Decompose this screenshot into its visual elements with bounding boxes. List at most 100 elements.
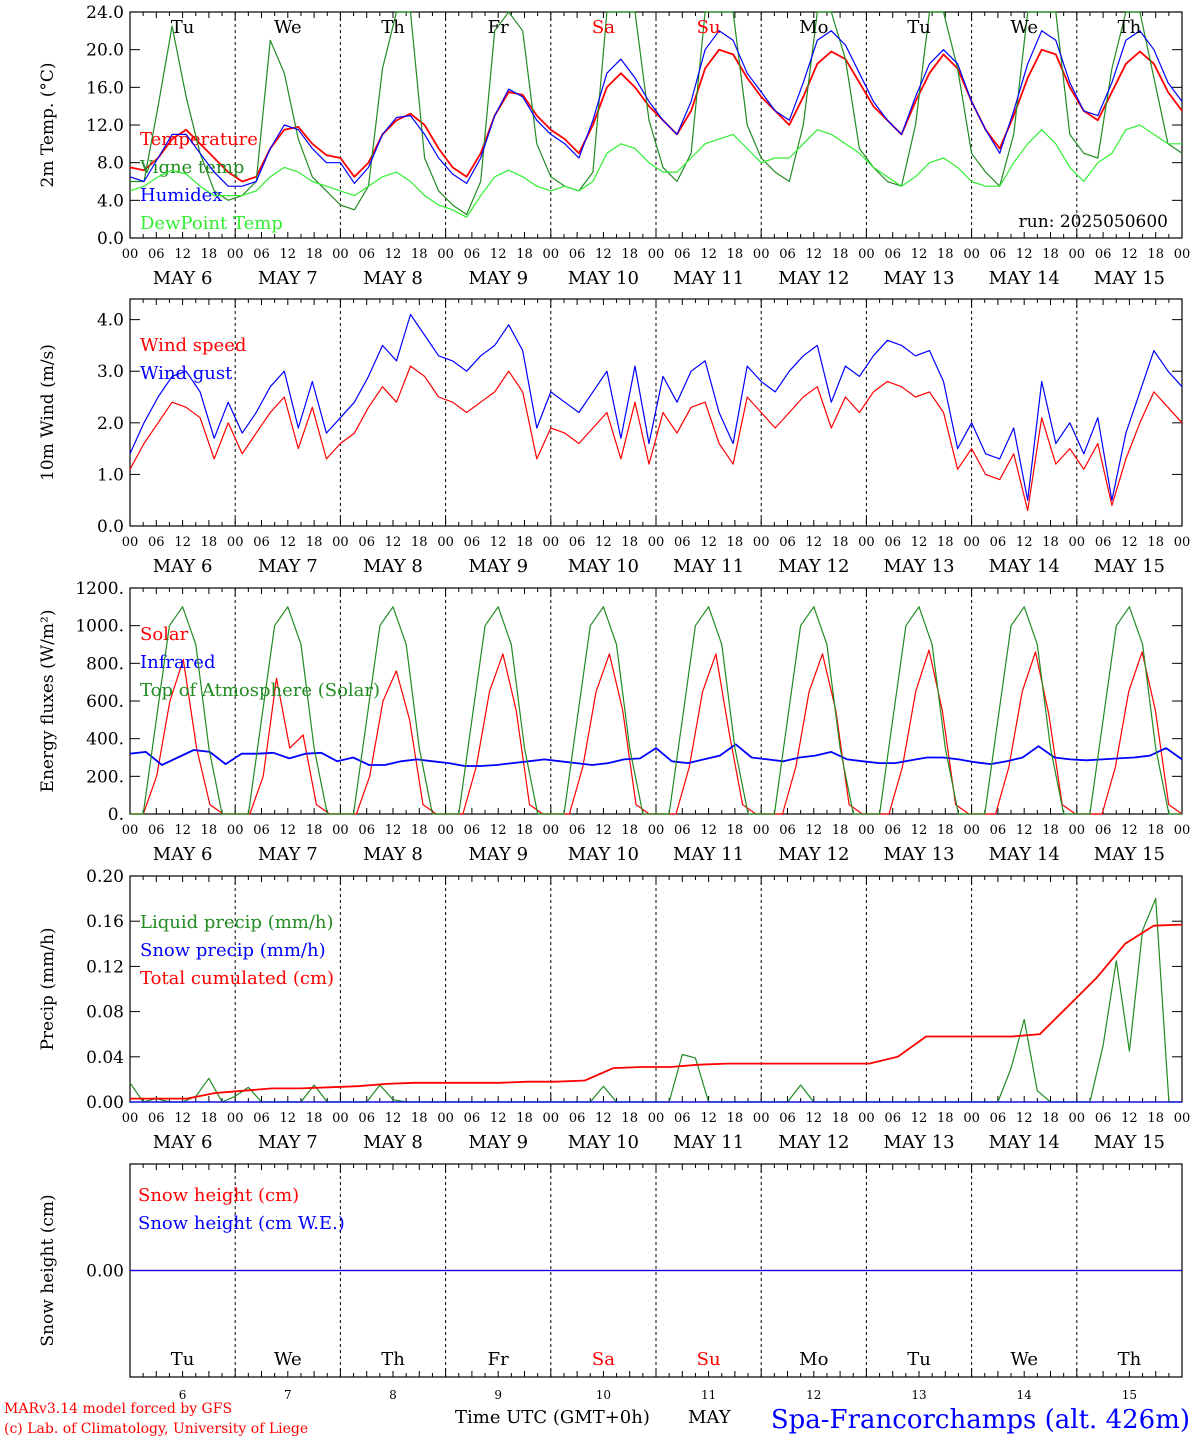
legend-dewpoint: DewPoint Temp xyxy=(140,213,283,234)
date-label: MAY 6 xyxy=(153,556,213,577)
hour-tick-label: 12 xyxy=(280,823,297,838)
hour-tick-label: 06 xyxy=(464,247,481,262)
hour-tick-label: 18 xyxy=(1042,535,1059,550)
series-line-infrared xyxy=(129,743,1183,767)
day-number-label: 9 xyxy=(494,1388,502,1402)
date-label: MAY 11 xyxy=(673,844,744,865)
hour-tick-label: 00 xyxy=(648,247,665,262)
hour-tick-label: 12 xyxy=(700,247,717,262)
hour-tick-label: 00 xyxy=(858,247,875,262)
hour-tick-label: 12 xyxy=(385,247,402,262)
date-label: MAY 13 xyxy=(883,1132,954,1153)
hour-tick-label: 18 xyxy=(621,247,638,262)
date-label: MAY 10 xyxy=(568,268,639,289)
x-axis-label: Time UTC (GMT+0h) xyxy=(455,1407,650,1428)
hour-tick-label: 12 xyxy=(490,1111,507,1126)
y-axis-label: 10m Wind (m/s) xyxy=(38,344,58,481)
weekday-label: We xyxy=(274,17,302,38)
date-label: MAY 14 xyxy=(989,556,1060,577)
hour-tick-label: 18 xyxy=(1042,247,1059,262)
hour-tick-label: 00 xyxy=(332,247,349,262)
date-label: MAY 9 xyxy=(468,1132,528,1153)
hour-tick-label: 00 xyxy=(437,535,454,550)
hour-tick-label: 00 xyxy=(437,823,454,838)
y-tick-label: 0.08 xyxy=(86,1003,124,1023)
hour-tick-label: 18 xyxy=(201,247,218,262)
series-line-vigne xyxy=(130,11,1183,216)
hour-tick-label: 00 xyxy=(753,247,770,262)
date-label: MAY 11 xyxy=(673,268,744,289)
hour-tick-label: 12 xyxy=(911,535,928,550)
hour-tick-label: 12 xyxy=(1121,247,1138,262)
hour-tick-label: 18 xyxy=(832,535,849,550)
date-label: MAY 6 xyxy=(153,268,213,289)
date-label: MAY 12 xyxy=(778,556,849,577)
weekday-label: Mo xyxy=(799,1349,828,1370)
hour-tick-label: 06 xyxy=(779,247,796,262)
hour-tick-label: 12 xyxy=(1016,535,1033,550)
hour-tick-label: 00 xyxy=(543,1111,560,1126)
hour-tick-label: 00 xyxy=(543,823,560,838)
x-axis-month: MAY xyxy=(688,1407,732,1428)
hour-tick-label: 12 xyxy=(806,823,823,838)
weekday-label: Mo xyxy=(799,17,828,38)
chart-panel-5: 0.00 Snow height (cm) Snow height (cm) Snow… xyxy=(38,1163,1183,1402)
y-tick-label: 1.0 xyxy=(97,465,124,485)
date-label: MAY 13 xyxy=(883,844,954,865)
hour-tick-label: 00 xyxy=(963,823,980,838)
day-number-label: 13 xyxy=(911,1388,926,1402)
hour-tick-label: 12 xyxy=(806,247,823,262)
hour-tick-label: 06 xyxy=(990,535,1007,550)
day-number-label: 8 xyxy=(389,1388,397,1402)
hour-tick-label: 12 xyxy=(280,247,297,262)
y-tick-label: 1000. xyxy=(75,617,124,637)
legend-snow_h: Snow height (cm) xyxy=(138,1185,299,1206)
hour-tick-label: 18 xyxy=(832,823,849,838)
hour-tick-label: 18 xyxy=(727,1111,744,1126)
hour-tick-label: 06 xyxy=(569,535,586,550)
hour-tick-label: 00 xyxy=(648,1111,665,1126)
hour-tick-label: 00 xyxy=(1174,823,1191,838)
hour-tick-label: 06 xyxy=(569,247,586,262)
run-annotation: run: 2025050600 xyxy=(1019,212,1168,232)
hour-tick-label: 00 xyxy=(227,1111,244,1126)
hour-tick-label: 00 xyxy=(1069,535,1086,550)
date-label: MAY 13 xyxy=(883,556,954,577)
hour-tick-label: 06 xyxy=(569,823,586,838)
date-label: MAY 15 xyxy=(1094,556,1165,577)
weekday-label: Sa xyxy=(592,1349,615,1370)
hour-tick-label: 12 xyxy=(911,1111,928,1126)
legend-solar: Solar xyxy=(140,624,189,645)
day-number-label: 7 xyxy=(284,1388,292,1402)
hour-tick-label: 12 xyxy=(700,1111,717,1126)
y-tick-label: 0.20 xyxy=(86,867,124,887)
legend-infrared: Infrared xyxy=(140,652,215,673)
hour-tick-label: 00 xyxy=(122,823,139,838)
day-number-label: 12 xyxy=(806,1388,821,1402)
date-label: MAY 9 xyxy=(468,268,528,289)
hour-tick-label: 06 xyxy=(1095,247,1112,262)
hour-tick-label: 00 xyxy=(1174,247,1191,262)
hour-tick-label: 12 xyxy=(174,823,191,838)
weekday-label: Fr xyxy=(488,17,509,38)
hour-tick-label: 06 xyxy=(990,247,1007,262)
y-axis-label: Energy fluxes (W/m²) xyxy=(38,610,58,793)
y-tick-label: 0.00 xyxy=(86,1093,124,1113)
date-label: MAY 8 xyxy=(363,844,423,865)
hour-tick-label: 12 xyxy=(595,1111,612,1126)
hour-tick-label: 00 xyxy=(1174,1111,1191,1126)
hour-tick-label: 06 xyxy=(779,823,796,838)
hour-tick-label: 12 xyxy=(174,247,191,262)
hour-tick-label: 06 xyxy=(253,535,270,550)
hour-tick-label: 00 xyxy=(753,1111,770,1126)
hour-tick-label: 00 xyxy=(963,1111,980,1126)
hour-tick-label: 18 xyxy=(201,535,218,550)
hour-tick-label: 12 xyxy=(280,535,297,550)
hour-tick-label: 18 xyxy=(832,1111,849,1126)
y-tick-label: 0.12 xyxy=(86,957,124,977)
series-line-cumulated xyxy=(130,923,1183,1100)
hour-tick-label: 18 xyxy=(411,535,428,550)
footer-model: MARv3.14 model forced by GFS xyxy=(4,1401,232,1417)
y-tick-label: 1200. xyxy=(75,579,124,599)
y-tick-label: 0.04 xyxy=(86,1048,124,1068)
